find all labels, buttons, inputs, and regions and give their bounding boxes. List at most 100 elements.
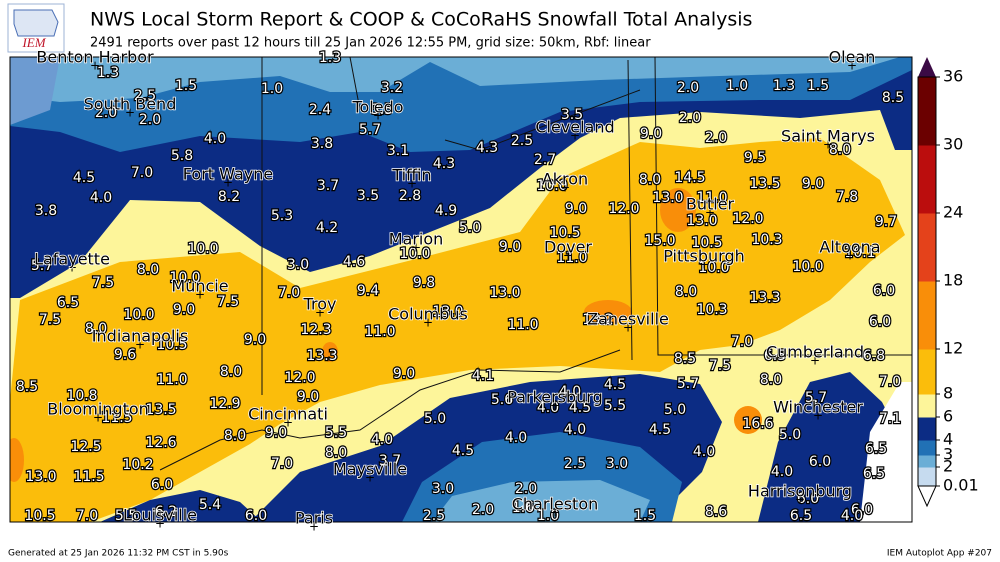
- report-value: 16.6: [742, 416, 773, 432]
- city-label: Altoona: [819, 238, 880, 257]
- logo: IEM: [7, 3, 65, 53]
- city-marker: +: [795, 493, 805, 507]
- band-8-12: [10, 138, 905, 522]
- colorbar-tick-label: 8: [943, 384, 953, 403]
- report-value: 2.5: [423, 508, 445, 524]
- report-value: 2.4: [309, 102, 331, 118]
- report-value: 10.0: [123, 307, 154, 323]
- report-value: 7.0: [271, 456, 293, 472]
- city-marker: +: [560, 181, 570, 195]
- report-value: 8.5: [16, 379, 38, 395]
- report-value: 7.5: [92, 275, 114, 291]
- report-value: 2.0: [95, 105, 117, 121]
- report-value: 5.0: [664, 402, 686, 418]
- city-label: Columbus: [388, 305, 468, 324]
- report-value: 8.5: [882, 90, 904, 106]
- report-value: 7.0: [76, 508, 98, 524]
- report-value: 2.8: [399, 188, 421, 204]
- report-value: 3.0: [287, 257, 309, 273]
- city-label: Maysville: [333, 460, 407, 479]
- city-label: Fort Wayne: [183, 165, 273, 184]
- report-value: 9.0: [499, 239, 521, 255]
- city-label: Pittsburgh: [663, 247, 745, 266]
- report-value: 9.0: [297, 389, 319, 405]
- city-label: South Bend: [84, 95, 177, 114]
- logo-state: [13, 9, 59, 37]
- band-3-4: [10, 57, 912, 152]
- colorbar-tick-label: 2: [943, 457, 953, 476]
- colorbar-extend: [917, 485, 937, 508]
- colorbar-tick-label: 30: [943, 135, 963, 154]
- report-value: 10.0: [536, 178, 567, 194]
- city-label: Lafayette: [34, 250, 110, 269]
- footer-right: IEM Autoplot App #207: [887, 549, 992, 559]
- report-value: 1.5: [807, 78, 829, 94]
- city-label: Muncie: [171, 277, 228, 296]
- colorbar-tick-label: 12: [943, 339, 963, 358]
- city-label: Troy: [303, 295, 337, 314]
- reports: 1.31.5 1.01.33.22.52.0 2.02.4 3.55.74.05.83…: [15, 49, 906, 525]
- report-value: 2.0: [677, 80, 699, 96]
- report-value: 4.0: [90, 190, 112, 206]
- report-value: 14.5: [674, 170, 705, 186]
- logo-text: IEM: [21, 35, 46, 50]
- city-marker: +: [135, 338, 145, 352]
- report-value: 4.1: [472, 368, 494, 384]
- report-value: 7.0: [731, 334, 753, 350]
- colorbar-segment: [917, 76, 937, 146]
- report-value: 5.7: [359, 122, 381, 138]
- report-value: 5.0: [459, 220, 481, 236]
- city-marker: +: [810, 354, 820, 368]
- report-value: 3.0: [606, 456, 628, 472]
- report-value: 4.5: [569, 400, 591, 416]
- band-2-3: [10, 57, 60, 125]
- city-marker: +: [223, 176, 233, 190]
- report-value: 9.5: [744, 150, 766, 166]
- report-value: 7.5: [217, 294, 239, 310]
- report-value: 10.0: [698, 260, 729, 276]
- report-value: 4.0: [841, 508, 863, 524]
- city-label: Bloomington: [47, 400, 149, 419]
- state-border: [261, 57, 912, 395]
- report-value: 8.0: [639, 172, 661, 188]
- river-border: [159, 349, 621, 471]
- report-value: 5.3: [271, 208, 293, 224]
- report-value: 7.8: [836, 189, 858, 205]
- report-value: 5.6: [491, 392, 513, 408]
- report-value: 10.5: [549, 225, 580, 241]
- report-value: 4.5: [649, 422, 671, 438]
- report-value: 10.2: [122, 457, 153, 473]
- report-value: 12.0: [732, 211, 763, 227]
- report-value: 5.5: [325, 425, 347, 441]
- city-label: Louisville: [123, 506, 197, 525]
- report-value: 8.0: [325, 445, 347, 461]
- report-value: 4.0: [771, 464, 793, 480]
- city-label: Cincinnati: [248, 405, 328, 424]
- band-12-18: [10, 438, 24, 482]
- report-value: 1.3: [773, 78, 795, 94]
- band-none: [860, 382, 912, 522]
- colorbar-tick-label: 18: [943, 271, 963, 290]
- report-value: 6.0: [873, 283, 895, 299]
- report-value: 10.0: [792, 259, 823, 275]
- band-4-6: [100, 490, 262, 522]
- report-value: 12.9: [209, 396, 240, 412]
- report-value: 5.7: [31, 258, 53, 274]
- city-marker: +: [705, 206, 715, 220]
- city-label: Zanesville: [587, 310, 669, 329]
- colorbar-segment: [917, 144, 937, 214]
- report-value: 2.5: [564, 456, 586, 472]
- report-value: 3.2: [381, 80, 403, 96]
- report-value: 2.5: [134, 88, 156, 104]
- report-value: 12.3: [300, 322, 331, 338]
- colorbar-tick-label: 6: [943, 407, 953, 426]
- city-marker: +: [699, 258, 709, 272]
- report-value: 6.5: [790, 508, 812, 524]
- report-value: 7.5: [709, 358, 731, 374]
- subtitle: 2491 reports over past 12 hours till 25 …: [90, 36, 651, 51]
- city-marker: +: [373, 109, 383, 123]
- report-value: 5.7: [677, 376, 699, 392]
- report-value: 2.5: [511, 133, 533, 149]
- report-value: 5.0: [779, 427, 801, 443]
- report-value: 13.3: [306, 348, 337, 364]
